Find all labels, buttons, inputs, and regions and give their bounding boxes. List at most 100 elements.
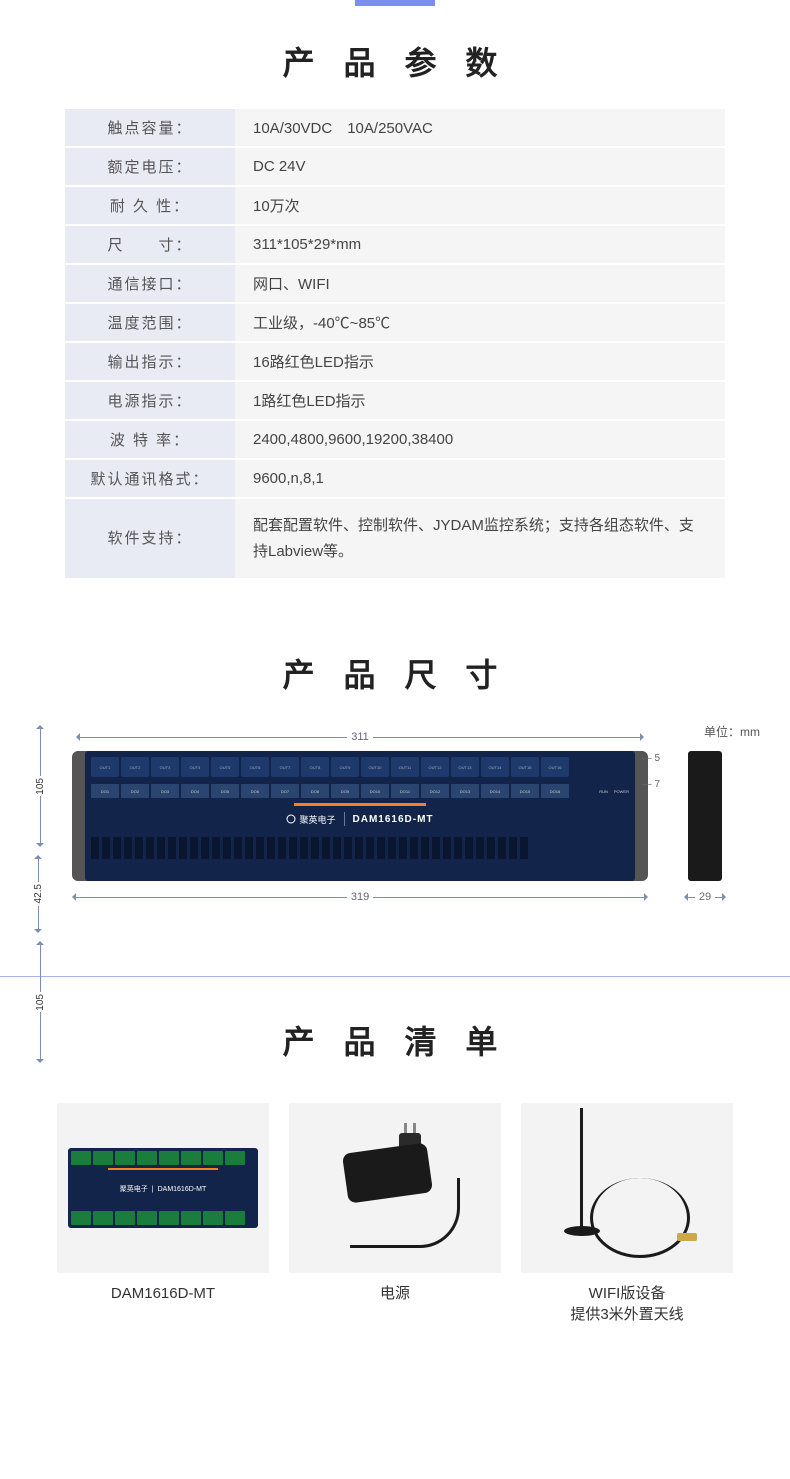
out-port: OUT8 (301, 757, 329, 777)
spec-label: 耐 久 性： (65, 187, 235, 226)
spec-label: 默认通讯格式： (65, 460, 235, 499)
terminal (256, 837, 264, 859)
terminal (190, 837, 198, 859)
device-model: DAM1616D-MT (353, 814, 434, 825)
terminal (267, 837, 275, 859)
device-side-view (688, 751, 722, 881)
spec-value: 10万次 (235, 187, 725, 226)
terminal (399, 837, 407, 859)
terminal (234, 837, 242, 859)
out-port: OUT15 (511, 757, 539, 777)
out-port: OUT4 (181, 757, 209, 777)
section-title-package: 产 品 清 单 (0, 987, 790, 1088)
out-port: OUT14 (481, 757, 509, 777)
spec-row: 输出指示：16路红色LED指示 (65, 343, 725, 382)
dim-side-width: 29 (680, 889, 730, 905)
dim-side-height: 105 (30, 937, 50, 1067)
dim-width-bottom: 319 (68, 889, 652, 905)
out-port: OUT9 (331, 757, 359, 777)
terminal (157, 837, 165, 859)
do-indicator: DO7 (271, 784, 299, 798)
do-indicator: DO1 (91, 784, 119, 798)
spec-row: 电源指示：1路红色LED指示 (65, 382, 725, 421)
terminal (135, 837, 143, 859)
spec-label: 输出指示： (65, 343, 235, 382)
spec-table: 触点容量：10A/30VDC 10A/250VAC额定电压：DC 24V耐 久 … (65, 109, 725, 580)
dim-notch-a: — 5 (642, 753, 660, 764)
spec-row: 默认通讯格式：9600,n,8,1 (65, 460, 725, 499)
spec-row: 尺 寸：311*105*29*mm (65, 226, 725, 265)
terminal (113, 837, 121, 859)
spec-row: 额定电压：DC 24V (65, 148, 725, 187)
terminal (388, 837, 396, 859)
do-indicator: DO15 (511, 784, 539, 798)
out-port: OUT2 (121, 757, 149, 777)
spec-label: 额定电压： (65, 148, 235, 187)
out-port: OUT13 (451, 757, 479, 777)
spec-value: 10A/30VDC 10A/250VAC (235, 109, 725, 148)
dimensions-diagram: 单位：mm 311 105 42.5 OUT1OUT2OUT3OUT4OUT5O… (0, 721, 790, 976)
spec-value: 311*105*29*mm (235, 226, 725, 265)
terminal (300, 837, 308, 859)
brand-logo: 聚英电子 (286, 813, 335, 826)
out-port: OUT6 (241, 757, 269, 777)
do-indicator: DO2 (121, 784, 149, 798)
spec-label: 尺 寸： (65, 226, 235, 265)
terminal (201, 837, 209, 859)
dim-height-left: 105 (30, 721, 50, 851)
terminal (91, 837, 99, 859)
spec-label: 软件支持： (65, 499, 235, 580)
spec-row: 通信接口：网口、WIFI (65, 265, 725, 304)
section-title-dimensions: 产 品 尺 寸 (0, 620, 790, 721)
do-indicator: DO11 (391, 784, 419, 798)
spec-label: 触点容量： (65, 109, 235, 148)
out-port: OUT16 (541, 757, 569, 777)
terminal (311, 837, 319, 859)
terminal (377, 837, 385, 859)
terminal (454, 837, 462, 859)
package-image: 聚英电子|DAM1616D-MT (57, 1103, 269, 1273)
spec-label: 电源指示： (65, 382, 235, 421)
terminal (476, 837, 484, 859)
dim-height-inner: 42.5 (30, 851, 46, 937)
package-caption: WIFI版设备 提供3米外置天线 (521, 1283, 733, 1325)
terminal (432, 837, 440, 859)
terminal (344, 837, 352, 859)
package-item: 聚英电子|DAM1616D-MTDAM1616D-MT (57, 1103, 269, 1325)
do-indicator: DO16 (541, 784, 569, 798)
do-indicator: DO8 (301, 784, 329, 798)
spec-value: 工业级，-40℃~85℃ (235, 304, 725, 343)
terminal (465, 837, 473, 859)
terminal (410, 837, 418, 859)
spec-row: 波 特 率：2400,4800,9600,19200,38400 (65, 421, 725, 460)
terminal (322, 837, 330, 859)
out-port: OUT1 (91, 757, 119, 777)
package-caption: 电源 (289, 1283, 501, 1304)
spec-value: 网口、WIFI (235, 265, 725, 304)
spec-value: 配套配置软件、控制软件、JYDAM监控系统；支持各组态软件、支持Labview等… (235, 499, 725, 580)
out-port: OUT5 (211, 757, 239, 777)
dim-notch-b: — 7 (642, 779, 660, 790)
do-indicator: DO3 (151, 784, 179, 798)
out-port: OUT3 (151, 757, 179, 777)
package-image (289, 1103, 501, 1273)
terminal (146, 837, 154, 859)
spec-value: 9600,n,8,1 (235, 460, 725, 499)
spec-row: 耐 久 性：10万次 (65, 187, 725, 226)
terminal (245, 837, 253, 859)
spec-row: 触点容量：10A/30VDC 10A/250VAC (65, 109, 725, 148)
terminal (168, 837, 176, 859)
terminal (498, 837, 506, 859)
terminal (520, 837, 528, 859)
terminal (102, 837, 110, 859)
package-row: 聚英电子|DAM1616D-MTDAM1616D-MT 电源 WIFI版设备 提供3… (0, 1088, 790, 1340)
spec-row: 软件支持：配套配置软件、控制软件、JYDAM监控系统；支持各组态软件、支持Lab… (65, 499, 725, 580)
terminal (443, 837, 451, 859)
do-indicator: DO13 (451, 784, 479, 798)
terminal (212, 837, 220, 859)
do-indicator: DO6 (241, 784, 269, 798)
package-item: 电源 (289, 1103, 501, 1325)
terminal (278, 837, 286, 859)
terminal (509, 837, 517, 859)
do-indicator: DO4 (181, 784, 209, 798)
